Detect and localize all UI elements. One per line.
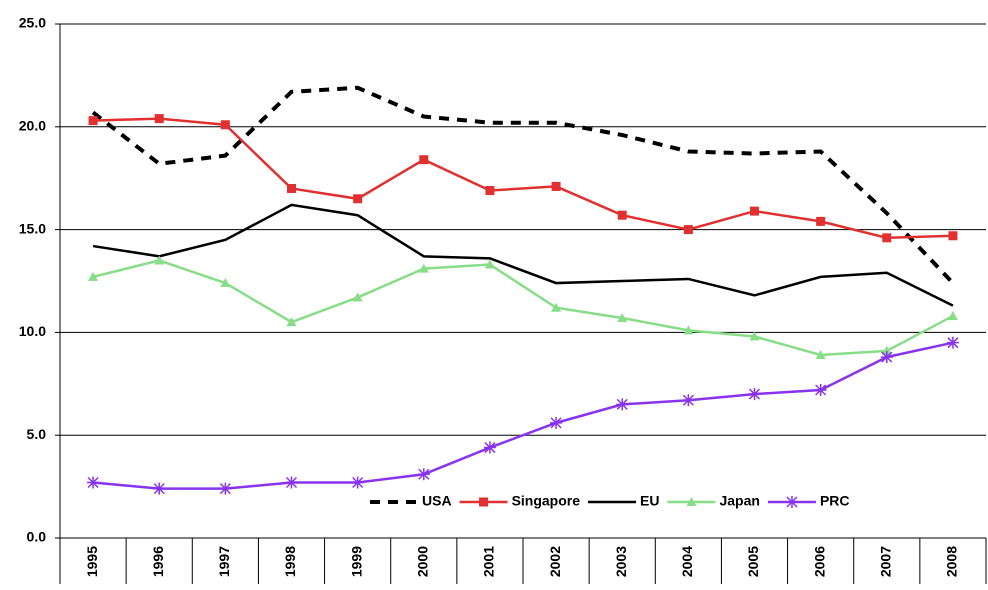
legend-label: Japan bbox=[719, 493, 759, 509]
marker bbox=[154, 114, 164, 124]
marker bbox=[351, 476, 364, 489]
marker bbox=[946, 336, 959, 349]
marker bbox=[683, 325, 694, 335]
legend-label: EU bbox=[640, 493, 659, 509]
y-tick-label: 25.0 bbox=[19, 15, 46, 31]
series-line bbox=[92, 341, 954, 490]
series-line bbox=[91, 85, 955, 285]
marker bbox=[219, 482, 232, 495]
y-tick-label: 20.0 bbox=[19, 118, 46, 134]
marker bbox=[418, 263, 429, 273]
legend-entry: Japan bbox=[667, 493, 760, 509]
marker bbox=[814, 383, 827, 396]
marker bbox=[816, 216, 826, 226]
x-tick-label: 1996 bbox=[150, 546, 166, 577]
x-tick-label: 2003 bbox=[613, 546, 629, 577]
marker bbox=[419, 155, 429, 165]
marker bbox=[220, 120, 230, 130]
marker bbox=[154, 255, 165, 265]
marker bbox=[683, 225, 693, 235]
legend-label: USA bbox=[422, 493, 452, 509]
marker bbox=[948, 231, 958, 241]
marker bbox=[352, 292, 363, 302]
marker bbox=[617, 210, 627, 220]
marker bbox=[417, 468, 430, 481]
marker bbox=[287, 183, 296, 193]
legend-entry: USA bbox=[370, 493, 452, 509]
marker bbox=[550, 416, 563, 429]
y-tick-label: 15.0 bbox=[19, 220, 46, 236]
marker bbox=[551, 302, 562, 312]
x-tick-label: 2004 bbox=[679, 546, 695, 577]
marker bbox=[479, 497, 489, 507]
x-tick-label: 2001 bbox=[481, 546, 497, 577]
marker bbox=[551, 181, 561, 191]
y-tick-label: 0.0 bbox=[27, 529, 47, 545]
x-tick-label: 1995 bbox=[84, 546, 100, 577]
marker bbox=[815, 350, 826, 360]
x-tick-label: 1997 bbox=[216, 546, 232, 577]
legend-entry: PRC bbox=[767, 493, 850, 509]
marker bbox=[220, 278, 231, 288]
series-line bbox=[92, 203, 954, 307]
legend-label: Singapore bbox=[512, 493, 581, 509]
x-tick-label: 2006 bbox=[811, 546, 827, 577]
legend-entry: EU bbox=[588, 493, 659, 509]
x-tick-label: 2000 bbox=[414, 546, 430, 577]
marker bbox=[485, 186, 495, 196]
marker bbox=[616, 398, 629, 411]
series-line bbox=[92, 259, 954, 357]
x-tick-label: 2002 bbox=[547, 546, 563, 577]
marker bbox=[880, 351, 893, 364]
marker bbox=[785, 496, 798, 508]
marker bbox=[881, 345, 892, 355]
marker bbox=[882, 233, 892, 243]
marker bbox=[286, 317, 297, 327]
legend-label: PRC bbox=[820, 493, 850, 509]
marker bbox=[617, 313, 628, 323]
y-tick-label: 5.0 bbox=[27, 426, 47, 442]
x-tick-label: 2005 bbox=[745, 546, 761, 577]
marker bbox=[88, 116, 98, 126]
marker bbox=[483, 441, 496, 454]
marker bbox=[484, 259, 495, 269]
marker bbox=[353, 194, 363, 204]
marker bbox=[285, 476, 298, 489]
marker bbox=[682, 394, 695, 407]
x-tick-label: 1998 bbox=[282, 546, 298, 577]
marker bbox=[748, 388, 761, 401]
marker bbox=[750, 206, 759, 216]
marker bbox=[686, 497, 697, 506]
x-tick-label: 2007 bbox=[877, 546, 893, 577]
y-tick-label: 10.0 bbox=[19, 323, 46, 339]
marker bbox=[153, 482, 166, 495]
x-tick-label: 1999 bbox=[348, 546, 364, 577]
x-tick-label: 2008 bbox=[944, 546, 960, 577]
legend-entry: Singapore bbox=[459, 493, 581, 509]
marker bbox=[749, 331, 760, 341]
marker bbox=[87, 476, 100, 489]
marker bbox=[947, 310, 958, 320]
marker bbox=[88, 271, 99, 281]
series-line bbox=[93, 117, 953, 240]
